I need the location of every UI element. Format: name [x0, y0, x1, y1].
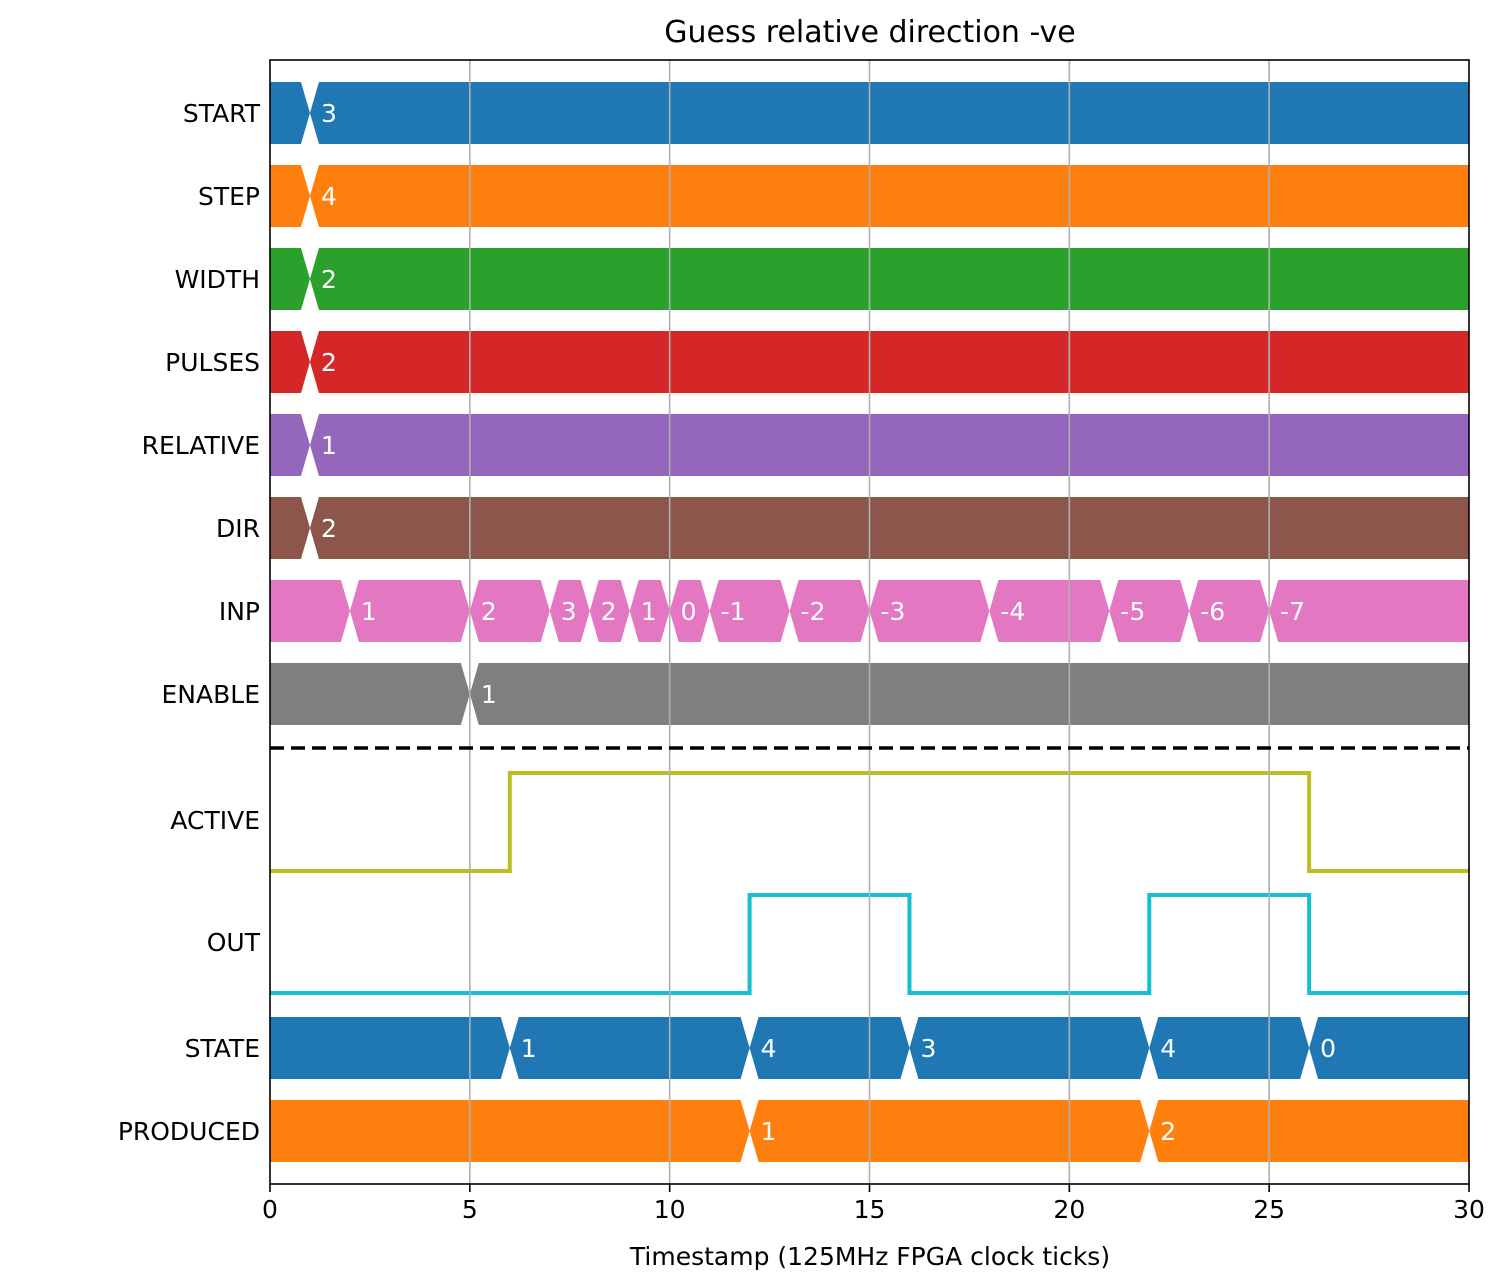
inp-segment: [989, 580, 1110, 642]
state-segment: [909, 1017, 1150, 1079]
out-waveform: [270, 893, 1469, 995]
state-value-label: 0: [1320, 1034, 1336, 1063]
inp-value-label: 3: [561, 597, 577, 626]
inp-segment: [1189, 580, 1270, 642]
inp-value-label: -5: [1120, 597, 1145, 626]
state-value-label: 4: [761, 1034, 777, 1063]
x-tick-label: 30: [1453, 1195, 1485, 1224]
enable-value-label: 1: [481, 680, 497, 709]
row-label-width: WIDTH: [175, 265, 260, 294]
inp-segment: [629, 580, 670, 642]
state-value-label: 3: [920, 1034, 936, 1063]
row-label-out: OUT: [207, 928, 261, 957]
state-value-label: 4: [1160, 1034, 1176, 1063]
inp-value-label: -6: [1200, 597, 1225, 626]
pulses-segment: [309, 331, 1469, 393]
x-tick-label: 25: [1253, 1195, 1285, 1224]
row-label-produced: PRODUCED: [118, 1117, 260, 1146]
inp-segment: [349, 580, 470, 642]
inp-segment: [869, 580, 990, 642]
inp-value-label: 2: [481, 597, 497, 626]
x-tick-label: 5: [462, 1195, 478, 1224]
inp-value-label: -7: [1280, 597, 1305, 626]
chart-title: Guess relative direction -ve: [664, 15, 1075, 50]
dir-segment: [270, 497, 310, 559]
inp-segment: [549, 580, 590, 642]
x-tick-label: 20: [1053, 1195, 1085, 1224]
dir-value-label: 2: [321, 514, 337, 543]
inp-segment: [709, 580, 790, 642]
inp-segment: [469, 580, 550, 642]
produced-value-label: 2: [1160, 1117, 1176, 1146]
state-segment: [270, 1017, 510, 1079]
row-label-start: START: [183, 99, 261, 128]
row-label-inp: INP: [219, 597, 260, 626]
produced-segment: [1149, 1100, 1469, 1162]
pulses-segment: [270, 331, 310, 393]
relative-segment: [270, 414, 310, 476]
relative-value-label: 1: [321, 431, 337, 460]
inp-segment: [270, 580, 350, 642]
start-value-label: 3: [321, 99, 337, 128]
inp-value-label: 0: [681, 597, 697, 626]
x-tick-label: 10: [654, 1195, 686, 1224]
start-segment: [270, 82, 310, 144]
dir-segment: [309, 497, 1469, 559]
x-tick-label: 15: [854, 1195, 886, 1224]
inp-value-label: 1: [361, 597, 377, 626]
width-value-label: 2: [321, 265, 337, 294]
step-value-label: 4: [321, 182, 337, 211]
grid-lines: [469, 60, 1270, 1184]
inp-value-label: -4: [1000, 597, 1025, 626]
produced-value-label: 1: [761, 1117, 777, 1146]
inp-value-label: -2: [801, 597, 826, 626]
row-label-enable: ENABLE: [162, 680, 260, 709]
inp-value-label: 2: [601, 597, 617, 626]
axes: START STEP WIDTH PULSES RELATIVE DIR INP ENABLE…: [118, 59, 1485, 1224]
inp-segment: [1109, 580, 1190, 642]
row-label-active: ACTIVE: [170, 806, 260, 835]
produced-segment: [270, 1100, 750, 1162]
state-segment: [1309, 1017, 1469, 1079]
step-segment: [270, 165, 310, 227]
inp-value-label: -3: [881, 597, 906, 626]
inp-segment: [669, 580, 710, 642]
enable-segment: [469, 663, 1469, 725]
width-segment: [309, 248, 1469, 310]
pulses-value-label: 2: [321, 348, 337, 377]
inp-value-label: -1: [721, 597, 746, 626]
row-label-relative: RELATIVE: [142, 431, 260, 460]
row-label-dir: DIR: [216, 514, 260, 543]
row-label-pulses: PULSES: [165, 348, 260, 377]
inp-value-label: 1: [641, 597, 657, 626]
row-label-step: STEP: [198, 182, 260, 211]
inp-segment: [589, 580, 630, 642]
state-value-label: 1: [521, 1034, 537, 1063]
inp-segment: [1269, 580, 1469, 642]
inp-segment: [789, 580, 870, 642]
step-segment: [309, 165, 1469, 227]
enable-segment: [270, 663, 470, 725]
row-label-state: STATE: [185, 1034, 260, 1063]
signal-rows: [270, 82, 1469, 1162]
x-axis-label: Timestamp (125MHz FPGA clock ticks): [629, 1242, 1110, 1271]
relative-segment: [309, 414, 1469, 476]
state-segment: [509, 1017, 750, 1079]
x-tick-label: 0: [262, 1195, 278, 1224]
produced-segment: [749, 1100, 1150, 1162]
width-segment: [270, 248, 310, 310]
start-segment: [309, 82, 1469, 144]
